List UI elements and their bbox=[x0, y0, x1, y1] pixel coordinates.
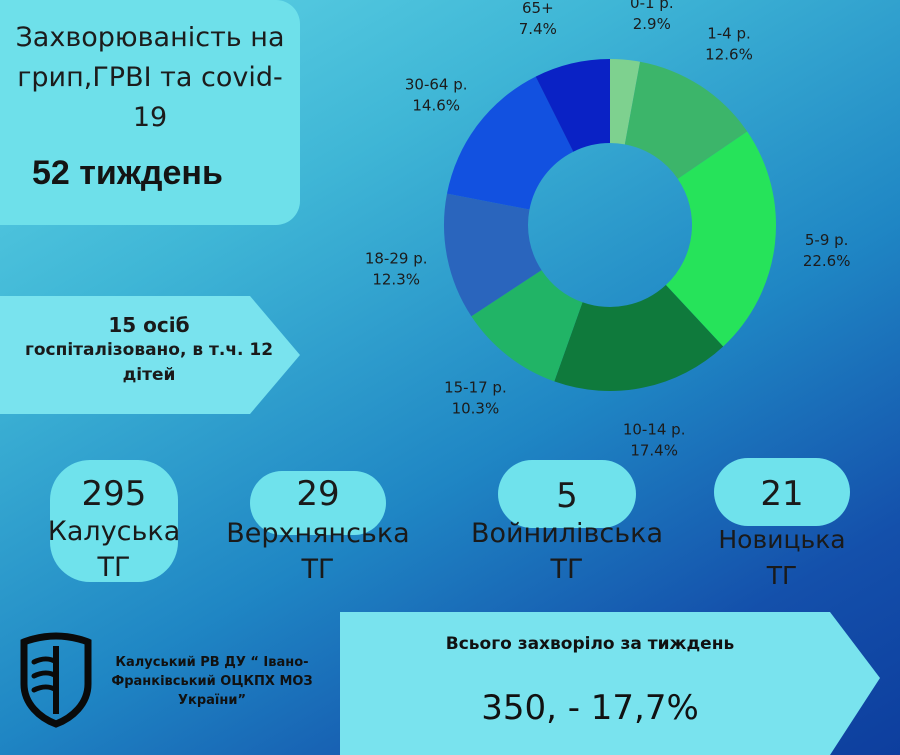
community-name-voinylivska: Войнилівська ТГ bbox=[448, 516, 686, 588]
community-name-line1: Новицька bbox=[718, 525, 846, 554]
age-distribution-donut-chart: 0-1 р. 2.9% 1-4 р. 12.6% 5-9 р. 22.6% 10-14 р.… bbox=[365, 0, 851, 459]
week-label: 52 тиждень bbox=[32, 154, 223, 192]
community-name-line1: Калуська bbox=[47, 516, 181, 547]
hospitalized-panel: 15 осіб госпіталізовано, в т.ч. 12 дітей bbox=[0, 296, 300, 414]
shield-logo-icon bbox=[20, 632, 92, 728]
community-name-kaluska: Калуська ТГ bbox=[10, 514, 218, 586]
community-pill-voinylivska bbox=[498, 460, 636, 528]
hospitalized-text: 15 осіб госпіталізовано, в т.ч. 12 дітей bbox=[8, 313, 290, 388]
pie-slice-1 bbox=[624, 61, 748, 179]
pie-slice-7 bbox=[535, 59, 610, 152]
community-value-novytska: 21 bbox=[760, 474, 804, 514]
community-name-line2: ТГ bbox=[766, 561, 798, 590]
community-name-line1: Верхнянська bbox=[226, 518, 410, 549]
pie-slice-4 bbox=[471, 270, 583, 382]
pie-label-6: 30-64 р. 14.6% bbox=[405, 75, 468, 114]
total-value: 350, - 17,7% bbox=[481, 688, 699, 728]
pie-slice-2 bbox=[665, 131, 776, 347]
community-name-novytska: Новицька ТГ bbox=[680, 522, 884, 594]
pie-label-1: 1-4 р. 12.6% bbox=[705, 24, 753, 63]
community-name-line2: ТГ bbox=[550, 554, 584, 585]
hospitalized-detail: госпіталізовано, в т.ч. 12 дітей bbox=[24, 340, 274, 385]
pie-slice-5 bbox=[444, 193, 542, 317]
community-name-line2: ТГ bbox=[97, 552, 131, 583]
pie-slice-3 bbox=[554, 284, 724, 391]
community-name-line1: Войнилівська bbox=[470, 518, 664, 549]
hospitalized-count: 15 осіб bbox=[108, 313, 190, 337]
community-value-kaluska: 295 bbox=[81, 474, 147, 514]
pie-label-5: 18-29 р. 12.3% bbox=[365, 249, 428, 288]
community-pill-novytska bbox=[714, 458, 850, 526]
community-pill-verkhnianska bbox=[250, 471, 386, 535]
total-label: Всього захворіло за тиждень bbox=[445, 634, 735, 654]
pie-label-2: 5-9 р. 22.6% bbox=[803, 231, 851, 270]
community-name-line2: ТГ bbox=[301, 554, 335, 585]
pie-slice-6 bbox=[446, 76, 574, 210]
organization-name: Калуський РВ ДУ “ Івано-Франківський ОЦК… bbox=[111, 655, 313, 708]
pie-label-0: 0-1 р. 2.9% bbox=[630, 0, 674, 33]
total-panel: Всього захворіло за тиждень 350, - 17,7% bbox=[340, 612, 880, 755]
community-name-verkhnianska: Верхнянська ТГ bbox=[200, 516, 436, 588]
community-value-verkhnianska: 29 bbox=[296, 474, 340, 514]
community-value-voinylivska: 5 bbox=[556, 476, 578, 516]
community-pill-kaluska bbox=[50, 460, 178, 582]
pie-label-4: 15-17 р. 10.3% bbox=[444, 379, 507, 418]
pie-slice-0 bbox=[610, 59, 641, 145]
pie-label-3: 10-14 р. 17.4% bbox=[623, 420, 686, 459]
page-title: Захворюваність на грип,ГРВІ та covid-19 bbox=[15, 22, 285, 133]
title-panel: Захворюваність на грип,ГРВІ та covid-19 … bbox=[0, 0, 300, 225]
pie-label-7: 65+ 7.4% bbox=[519, 0, 557, 38]
